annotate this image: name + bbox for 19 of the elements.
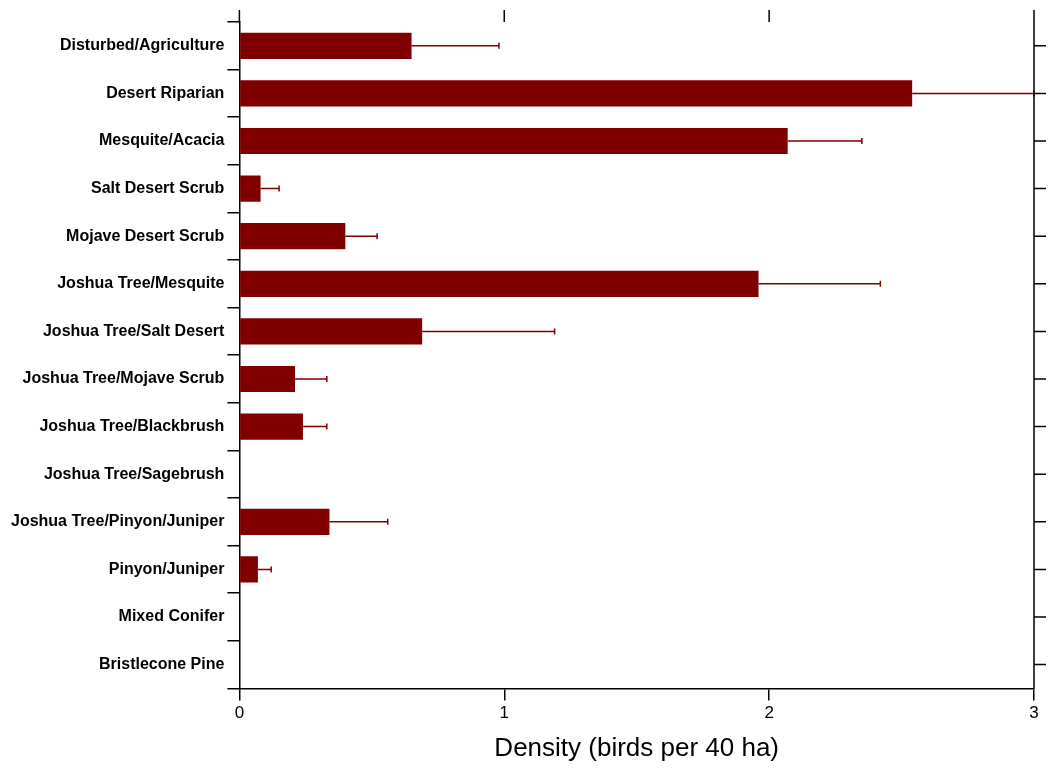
- y-tick-label: Salt Desert Scrub: [91, 179, 225, 197]
- y-tick-label: Mixed Conifer: [118, 607, 225, 625]
- x-tick-label: 2: [764, 703, 774, 723]
- y-tick-label: Desert Riparian: [106, 83, 225, 101]
- y-tick-label: Joshua Tree/Mojave Scrub: [22, 369, 225, 387]
- y-tick-label: Joshua Tree/Blackbrush: [39, 417, 225, 435]
- y-tick-label: Mojave Desert Scrub: [66, 226, 225, 244]
- y-tick-label: Pinyon/Juniper: [108, 559, 225, 577]
- x-tick-label: 0: [234, 703, 245, 723]
- x-axis-title: Density (birds per 40 ha): [494, 731, 780, 762]
- y-tick-label: Mesquite/Acacia: [99, 131, 225, 149]
- y-tick-label: Joshua Tree/Mesquite: [57, 274, 225, 292]
- y-tick-label: Joshua Tree/Salt Desert: [42, 321, 226, 339]
- y-tick-label: Joshua Tree/Pinyon/Juniper: [11, 512, 225, 530]
- y-tick-label: Joshua Tree/Sagebrush: [43, 464, 225, 482]
- y-tick-label: Bristlecone Pine: [99, 655, 225, 673]
- x-tick-label: 1: [499, 703, 509, 723]
- y-tick-label: Disturbed/Agriculture: [59, 36, 225, 54]
- x-tick-label: 3: [1029, 703, 1039, 723]
